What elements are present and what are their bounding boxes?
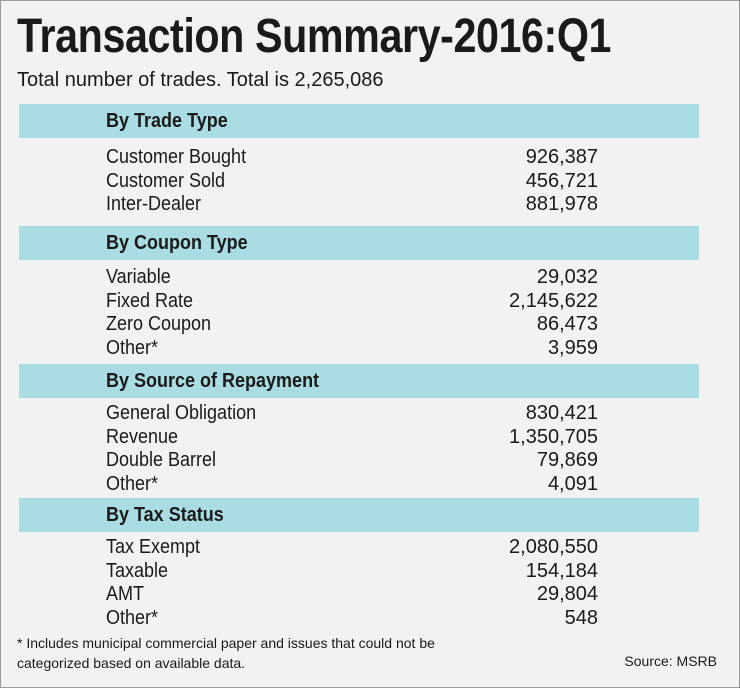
row-value: 86,473 [536, 313, 598, 335]
row-label: Variable [106, 266, 171, 288]
footnote: * Includes municipal commercial paper an… [17, 635, 435, 671]
row-label: AMT [106, 583, 144, 605]
row-value: 3,959 [547, 336, 598, 359]
table-row: Customer Sold 456,721 [1, 170, 740, 194]
row-value: 1,350,705 [509, 425, 598, 448]
row-value: 456,721 [525, 169, 598, 192]
row-value: 548 [564, 606, 598, 629]
section-header-trade-type: By Trade Type [19, 104, 699, 138]
row-value: 4,091 [547, 472, 598, 495]
row-label: Customer Sold [106, 169, 226, 192]
table-row: Other* 3,959 [1, 337, 740, 361]
section-header-source-of-repayment: By Source of Repayment [19, 364, 699, 398]
row-label: Other* [106, 336, 159, 359]
row-value: 154,184 [525, 559, 598, 582]
section-heading: By Coupon Type [106, 232, 248, 254]
table-row: Revenue 1,350,705 [1, 426, 740, 450]
table-row: Zero Coupon 86,473 [1, 313, 740, 337]
page-title: Transaction Summary-2016:Q1 [17, 10, 612, 63]
page-subtitle: Total number of trades. Total is 2,265,0… [17, 69, 384, 91]
section-rows-tax-status: Tax Exempt 2,080,550 Taxable 154,184 AMT… [1, 536, 740, 630]
section-heading: By Source of Repayment [106, 370, 320, 392]
table-row: Variable 29,032 [1, 266, 740, 290]
row-label: Zero Coupon [106, 313, 212, 335]
table-row: AMT 29,804 [1, 583, 740, 607]
row-value: 926,387 [525, 146, 598, 168]
source-credit: Source: MSRB [624, 653, 717, 669]
table-row: Inter-Dealer 881,978 [1, 193, 740, 217]
row-value: 79,869 [536, 449, 598, 471]
row-label: Revenue [106, 425, 179, 448]
row-label: Inter-Dealer [106, 193, 202, 215]
section-heading: By Trade Type [106, 110, 228, 132]
row-value: 881,978 [525, 193, 598, 215]
row-label: Other* [106, 472, 159, 495]
section-rows-source-of-repayment: General Obligation 830,421 Revenue 1,350… [1, 402, 740, 496]
table-row: Customer Bought 926,387 [1, 146, 740, 170]
row-value: 830,421 [525, 402, 598, 424]
section-header-tax-status: By Tax Status [19, 498, 699, 532]
table-row: Taxable 154,184 [1, 560, 740, 584]
table-row: General Obligation 830,421 [1, 402, 740, 426]
row-value: 29,032 [536, 266, 598, 288]
row-value: 29,804 [536, 583, 598, 605]
section-rows-coupon-type: Variable 29,032 Fixed Rate 2,145,622 Zer… [1, 266, 740, 360]
row-label: Tax Exempt [106, 536, 201, 558]
table-row: Double Barrel 79,869 [1, 449, 740, 473]
section-rows-trade-type: Customer Bought 926,387 Customer Sold 45… [1, 146, 740, 217]
section-heading: By Tax Status [106, 504, 224, 526]
row-label: Other* [106, 606, 159, 629]
row-label: Customer Bought [106, 146, 247, 168]
row-label: Fixed Rate [106, 289, 194, 312]
row-value: 2,145,622 [509, 289, 598, 312]
table-row: Other* 548 [1, 607, 740, 631]
row-label: General Obligation [106, 402, 257, 424]
row-value: 2,080,550 [509, 536, 598, 558]
table-row: Other* 4,091 [1, 473, 740, 497]
row-label: Double Barrel [106, 449, 217, 471]
table-row: Fixed Rate 2,145,622 [1, 290, 740, 314]
row-label: Taxable [106, 559, 169, 582]
section-header-coupon-type: By Coupon Type [19, 226, 699, 260]
table-row: Tax Exempt 2,080,550 [1, 536, 740, 560]
